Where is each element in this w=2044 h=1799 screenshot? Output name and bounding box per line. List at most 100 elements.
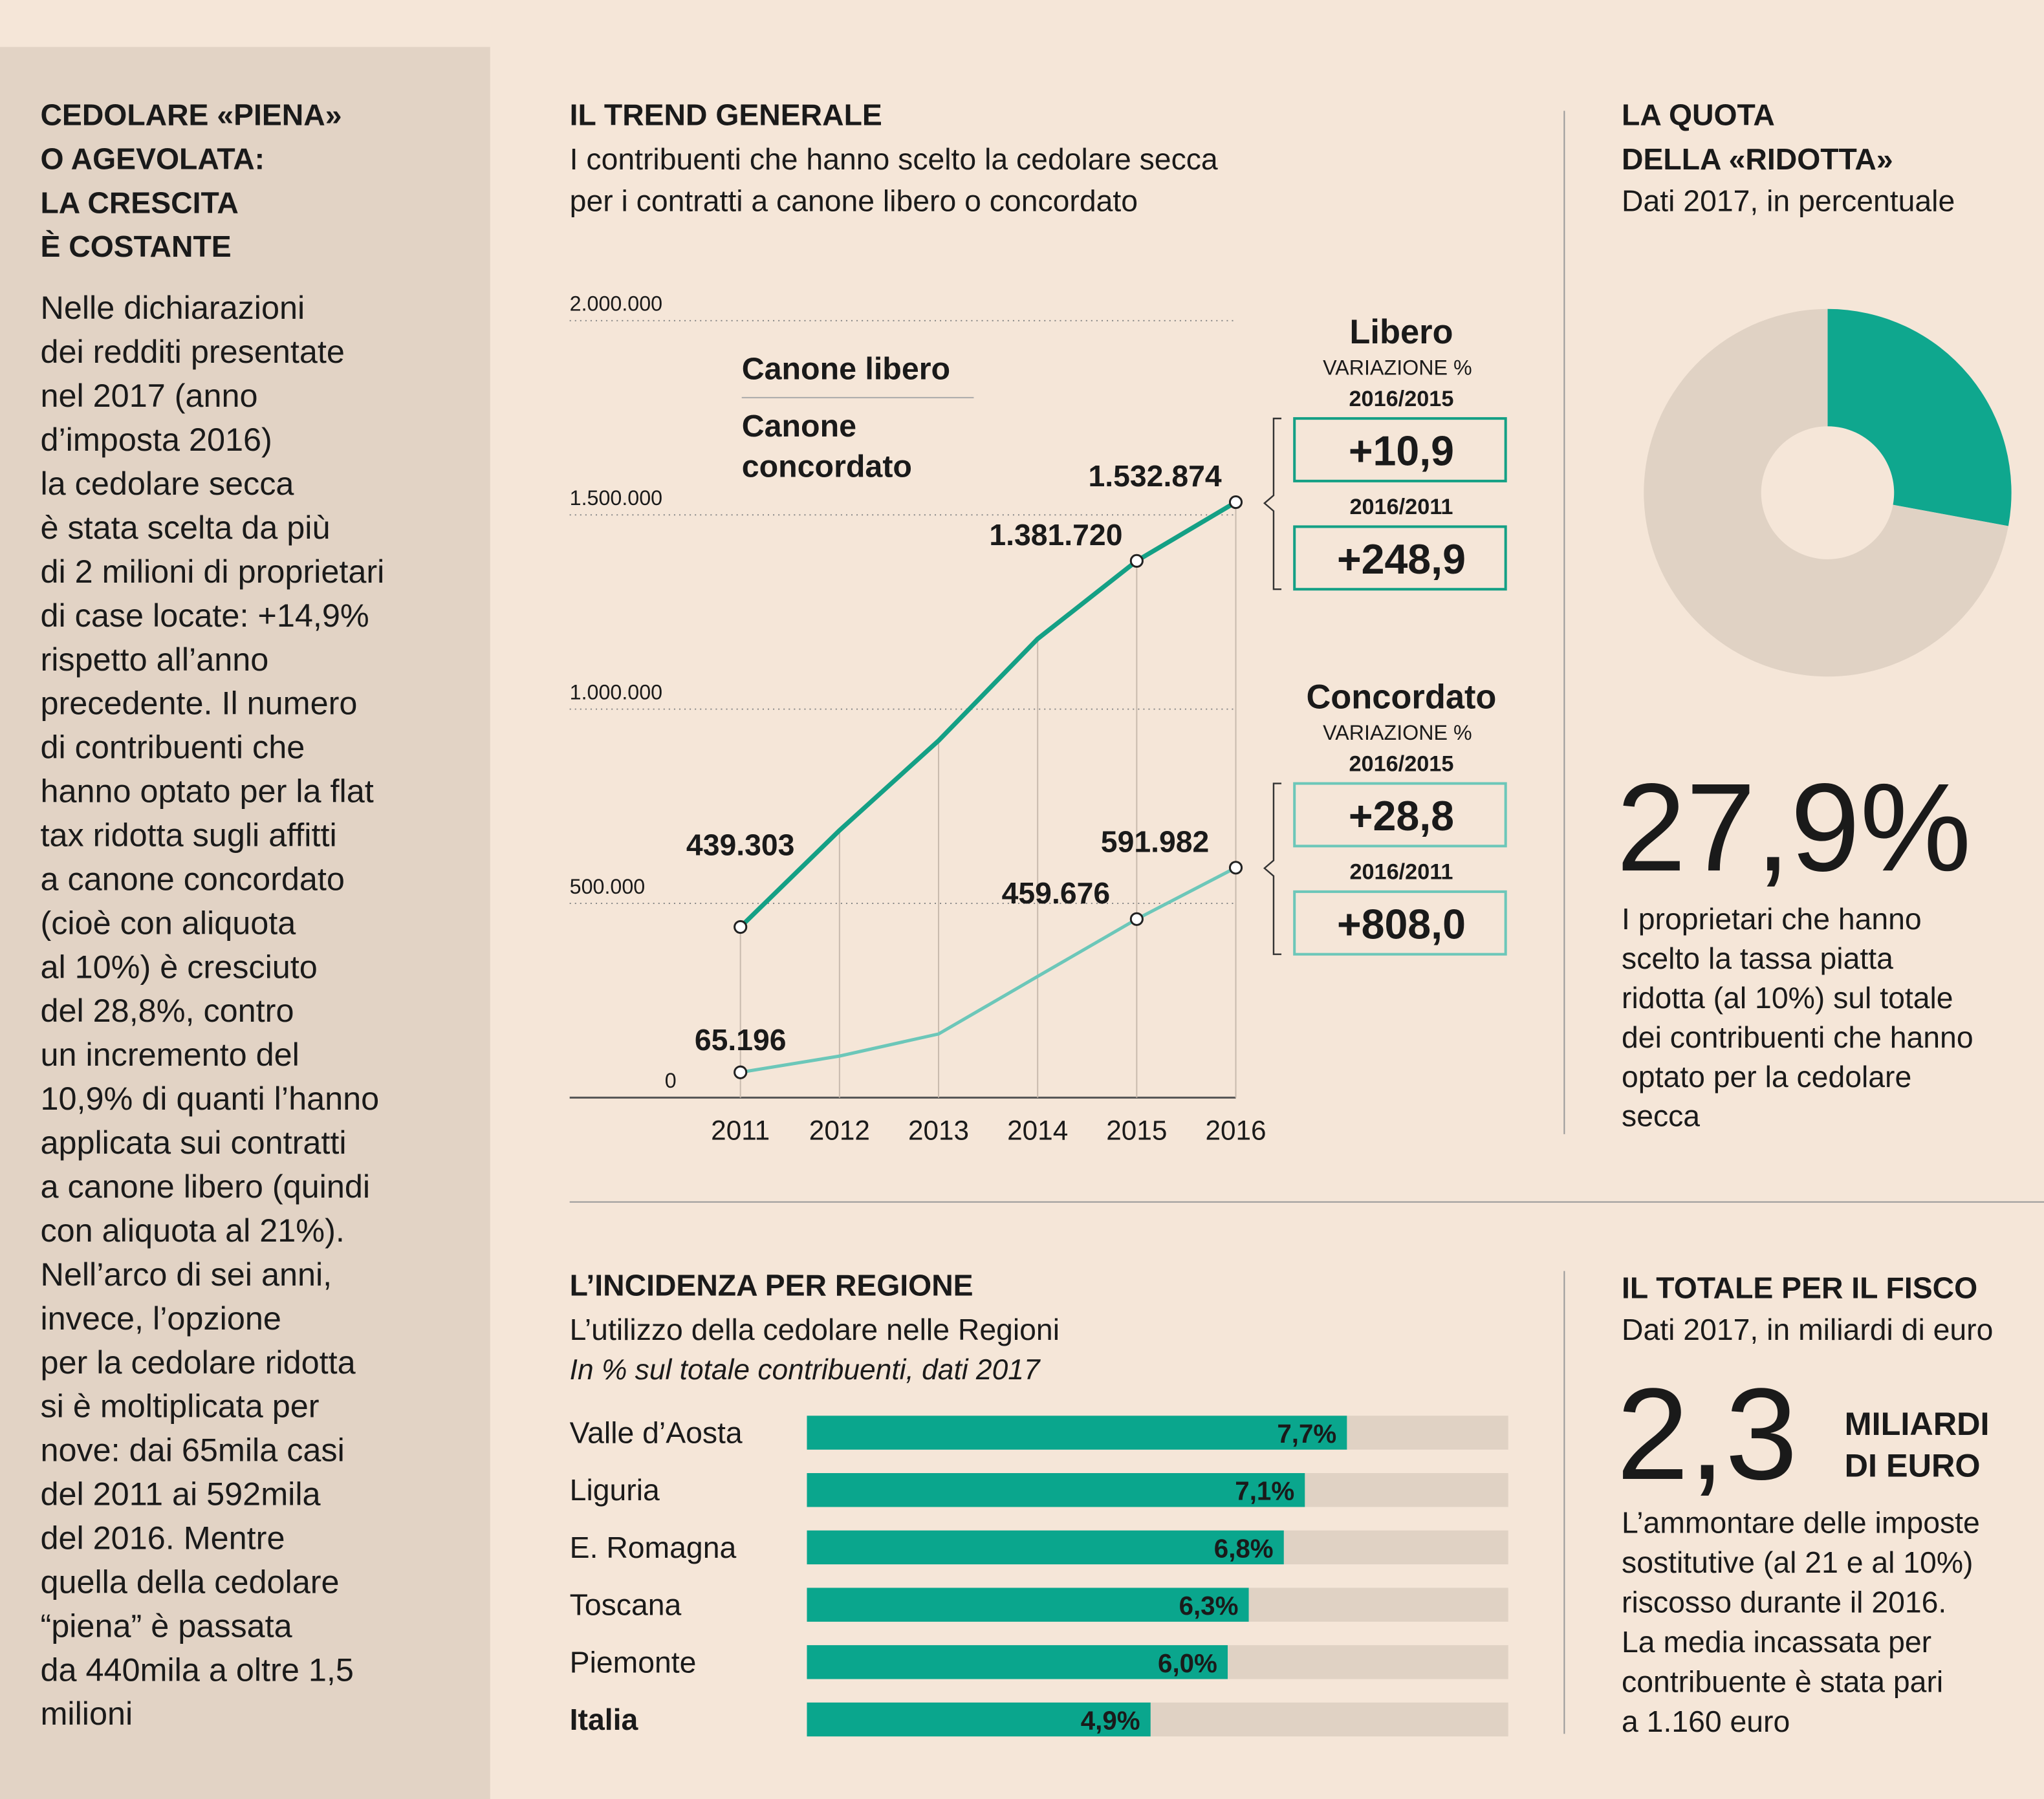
chart-title: LA QUOTA [1622,98,1775,131]
big-value: 2,3 [1616,1361,1798,1507]
sidebar-text: di contribuenti che [40,729,305,766]
caption: riscosso durante il 2016. [1622,1586,1946,1619]
x-tick-label: 2013 [908,1115,969,1145]
data-label: 7,1% [1235,1477,1294,1506]
sidebar-text: per la cedolare ridotta [40,1344,356,1381]
sidebar-text: invece, l’opzione [40,1300,281,1337]
sidebar-text: del 28,8%, contro [40,992,294,1029]
sidebar-text: tax ridotta sugli affitti [40,817,336,854]
annotation-period: 2016/2011 [1349,495,1453,519]
sidebar-text: da 440mila a oltre 1,5 [40,1651,353,1688]
annotation-subtitle: VARIAZIONE % [1323,356,1472,379]
data-label: 6,3% [1179,1591,1239,1621]
sidebar-title: O AGEVOLATA: [40,142,265,175]
sidebar-text: Nell’arco di sei anni, [40,1256,332,1293]
sidebar-text: di case locate: +14,9% [40,597,369,634]
data-label: 6,0% [1158,1649,1217,1678]
series-line [739,500,1237,929]
y-tick-label: Italia [570,1703,639,1736]
y-tick-label: Piemonte [570,1645,697,1679]
annotation-value: +28,8 [1349,793,1454,839]
sidebar-title: CEDOLARE «PIENA» [40,98,342,131]
chart-note: In % sul totale contribuenti, dati 2017 [570,1354,1041,1386]
sidebar-text: milioni [40,1695,133,1732]
sidebar-bg [0,47,490,1799]
data-label: 439.303 [686,828,795,862]
sidebar-text: 10,9% di quanti l’hanno [40,1080,379,1117]
big-value: 27,9% [1616,758,1972,898]
sidebar-text: a canone concordato [40,860,344,897]
sidebar-text: quella della cedolare [40,1563,339,1600]
x-tick-label: 2011 [711,1115,770,1145]
caption: optato per la cedolare [1622,1060,1911,1093]
sidebar-text: nel 2017 (anno [40,377,257,414]
sidebar-text: è stata scelta da più [40,509,330,546]
sidebar-text: con aliquota al 21%). [40,1212,344,1249]
data-label: 6,8% [1214,1534,1274,1563]
data-label: 1.532.874 [1088,459,1221,493]
annotation-box [1293,782,1507,848]
point [1129,554,1144,568]
annotation-period: 2016/2015 [1349,751,1454,776]
data-label: 1.381.720 [989,518,1122,552]
donut-slice [1827,308,2012,526]
chart-subtitle: Dati 2017, in percentuale [1622,184,1955,217]
x-tick-label: 2012 [809,1115,870,1145]
series-line [740,866,1237,1074]
caption: I proprietari che hanno [1622,902,1922,936]
annotation-value: +10,9 [1349,428,1454,475]
caption: La media incassata per [1622,1625,1931,1659]
caption: sostitutive (al 21 e al 10%) [1622,1546,1973,1579]
annotation-box [1293,890,1507,956]
annotation-box [1293,417,1507,482]
chart-subtitle: per i contratti a canone libero o concor… [570,184,1138,217]
sidebar-text: la cedolare secca [40,465,294,502]
point [734,1065,748,1079]
data-label: 65.196 [695,1023,787,1057]
y-tick-label: E. Romagna [570,1531,737,1564]
legend-label: Canone concordato [742,409,912,484]
sidebar-text: d’imposta 2016) [40,421,272,458]
sidebar-text: nove: dai 65mila casi [40,1432,344,1469]
bracket [1263,782,1282,955]
bar [807,1588,1249,1622]
annotation-title: Libero [1349,314,1453,351]
y-tick-label: Valle d’Aosta [570,1416,743,1450]
y-tick-label: 500.000 [570,875,646,898]
y-tick-label: Toscana [570,1588,682,1622]
y-tick-label: 1.500.000 [570,486,662,510]
x-tick-label: 2015 [1106,1115,1167,1145]
annotation-value: +248,9 [1337,536,1466,583]
section-title: IL TOTALE PER IL FISCO [1622,1271,1977,1305]
bar [807,1702,1151,1737]
chart-title: DELLA «RIDOTTA» [1622,142,1893,176]
point [1228,861,1243,875]
y-tick-label: 2.000.000 [570,292,662,316]
annotation-period: 2016/2015 [1349,387,1454,411]
unit: MILIARDI [1845,1405,1990,1442]
caption: ridotta (al 10%) sul totale [1622,981,1953,1015]
caption: L’ammontare delle imposte [1622,1506,1980,1540]
annotation-subtitle: VARIAZIONE % [1323,721,1472,744]
chart-title: IL TREND GENERALE [570,98,882,131]
caption: secca [1622,1099,1700,1133]
caption: dei contribuenti che hanno [1622,1020,1973,1054]
sidebar-title: È COSTANTE [40,230,231,263]
sidebar-text: dei redditi presentate [40,333,344,370]
annotation-period: 2016/2011 [1349,860,1453,885]
sidebar-text: hanno optato per la flat [40,773,373,810]
annotation-value: +808,0 [1337,901,1466,947]
y-tick-label: 0 [665,1069,677,1092]
y-tick-label: 1.000.000 [570,680,662,704]
sidebar-text: precedente. Il numero [40,685,357,722]
caption: contribuente è stata pari [1622,1665,1943,1699]
bracket [1263,417,1282,590]
legend-label: Canone libero [742,352,950,387]
bar [807,1473,1305,1507]
sidebar-text: un incremento del [40,1036,299,1073]
point [734,920,748,934]
chart-title: L’INCIDENZA PER REGIONE [570,1269,973,1302]
chart-subtitle: I contribuenti che hanno scelto la cedol… [570,142,1218,176]
